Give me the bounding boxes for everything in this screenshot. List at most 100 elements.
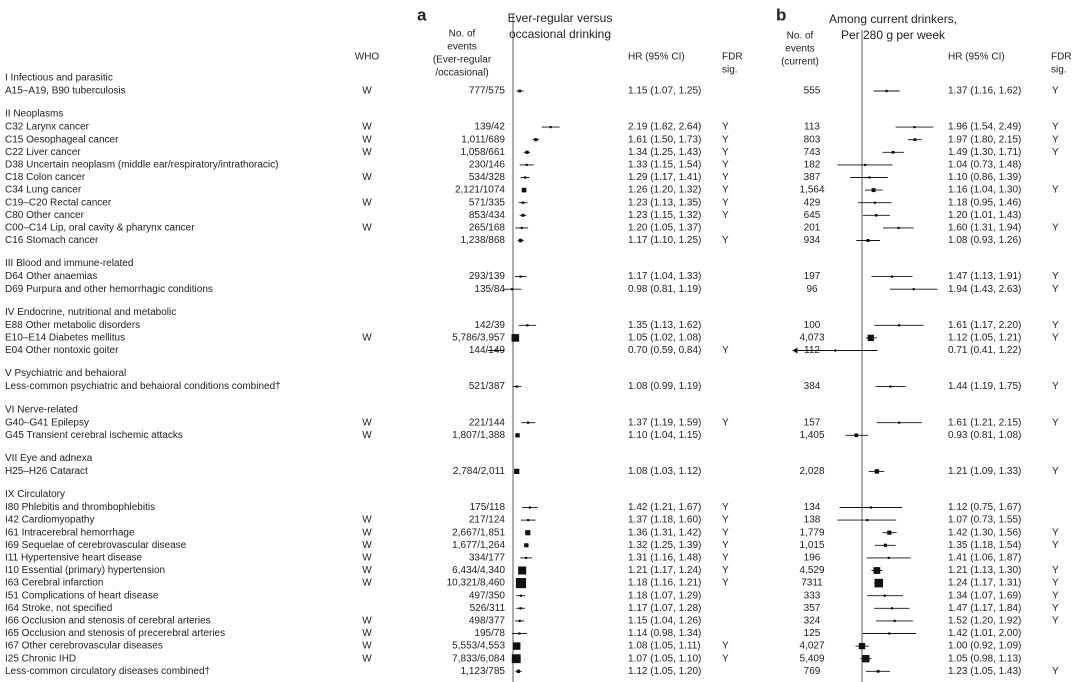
event-count: 387 — [804, 172, 821, 183]
hr-ci: 1.16 (1.04, 1.30) — [948, 185, 1021, 196]
who-flag: W — [362, 565, 372, 576]
hr-marker — [519, 607, 522, 610]
hr-marker — [862, 655, 870, 663]
event-count: 4,529 — [799, 565, 824, 576]
hr-marker — [873, 201, 877, 204]
hr-marker — [866, 238, 870, 243]
row-label: C15 Oesophageal cancer — [5, 134, 119, 145]
fdr-flag: Y — [1052, 381, 1059, 392]
who-flag: W — [362, 430, 372, 441]
fdr-flag: Y — [1052, 223, 1059, 234]
event-count: 324 — [804, 616, 821, 627]
hr-ci: 1.17 (1.07, 1.28) — [628, 603, 701, 614]
event-count: 134 — [804, 502, 821, 513]
row-label: I25 Chronic IHD — [5, 653, 76, 664]
hr-ci: 1.24 (1.17, 1.31) — [948, 578, 1021, 589]
row-label: C32 Larynx cancer — [5, 122, 90, 133]
row-label: C22 Liver cancer — [5, 147, 81, 158]
event-count: 5,553/4,553 — [452, 641, 505, 652]
event-count: 265/168 — [469, 223, 506, 234]
hr-ci: 1.21 (1.17, 1.24) — [628, 565, 701, 576]
hr-ci: 1.47 (1.17, 1.84) — [948, 603, 1021, 614]
fdr-flag: Y — [722, 122, 729, 133]
event-count: 743 — [804, 147, 821, 158]
group-header: II Neoplasms — [5, 109, 63, 120]
hr-marker — [521, 201, 525, 204]
hr-ci: 1.37 (1.16, 1.62) — [948, 86, 1021, 97]
hr-ci: 1.05 (1.02, 1.08) — [628, 333, 701, 344]
event-count: 2,028 — [799, 466, 824, 477]
event-count: 5,409 — [799, 653, 824, 664]
hr-ci: 1.08 (0.93, 1.26) — [948, 235, 1021, 246]
column-header: No. of — [449, 29, 476, 40]
fdr-flag: Y — [1052, 320, 1059, 331]
hr-marker — [515, 433, 520, 438]
hr-ci: 1.42 (1.01, 2.00) — [948, 628, 1021, 639]
fdr-flag: Y — [1052, 616, 1059, 627]
hr-ci: 1.15 (1.07, 1.25) — [628, 86, 701, 97]
event-count: 357 — [804, 603, 821, 614]
hr-marker — [514, 468, 520, 475]
who-flag: W — [362, 540, 372, 551]
event-count: 853/434 — [469, 210, 506, 221]
hr-marker — [890, 607, 894, 610]
hr-ci: 1.21 (1.09, 1.33) — [948, 466, 1021, 477]
hr-ci: 1.33 (1.15, 1.54) — [628, 160, 701, 171]
group-header: I Infectious and parasitic — [5, 73, 113, 84]
hr-marker — [912, 288, 915, 291]
column-header: (current) — [781, 57, 819, 68]
hr-marker — [534, 138, 538, 142]
event-count: 138 — [804, 515, 821, 526]
row-label: I67 Other cerebrovascular diseases — [5, 641, 163, 652]
fdr-flag: Y — [1052, 565, 1059, 576]
event-count: 4,027 — [799, 641, 824, 652]
fdr-flag: Y — [1052, 466, 1059, 477]
who-flag: W — [362, 223, 372, 234]
group-header: IV Endocrine, nutritional and metabolic — [5, 307, 176, 318]
row-label: G45 Transient cerebral ischemic attacks — [5, 430, 183, 441]
hr-ci: 1.32 (1.25, 1.39) — [628, 540, 701, 551]
hr-ci: 1.10 (1.04, 1.15) — [628, 430, 701, 441]
hr-ci: 1.10 (0.86, 1.39) — [948, 172, 1021, 183]
hr-ci: 0.70 (0.59, 0.84) — [628, 345, 701, 356]
fdr-flag: Y — [722, 540, 729, 551]
fdr-flag: Y — [1052, 417, 1059, 428]
hr-marker — [876, 669, 880, 673]
event-count: 196 — [804, 553, 821, 564]
hr-marker — [867, 334, 875, 342]
panel-letter: a — [417, 5, 427, 24]
fdr-flag: Y — [1052, 666, 1059, 677]
hr-marker — [527, 421, 530, 424]
event-count: 521/387 — [469, 381, 506, 392]
event-count: 113 — [804, 122, 820, 133]
event-count: 1,677/1,264 — [452, 540, 505, 551]
hr-ci: 1.42 (1.30, 1.56) — [948, 527, 1021, 538]
hr-marker — [858, 642, 866, 650]
who-flag: W — [362, 134, 372, 145]
hr-ci: 1.20 (1.01, 1.43) — [948, 210, 1021, 221]
who-flag: W — [362, 417, 372, 428]
event-count: 1,564 — [799, 185, 824, 196]
row-label: I42 Cardiomyopathy — [5, 515, 95, 526]
fdr-flag: Y — [722, 578, 729, 589]
hr-ci: 1.08 (1.05, 1.11) — [628, 641, 701, 652]
hr-ci: 1.15 (1.04, 1.26) — [628, 616, 701, 627]
event-count: 100 — [804, 320, 821, 331]
row-label: I51 Complications of heart disease — [5, 590, 159, 601]
fdr-flag: Y — [722, 565, 729, 576]
event-count: 293/139 — [469, 271, 506, 282]
hr-ci: 1.35 (1.18, 1.54) — [948, 540, 1021, 551]
event-count: 144/149 — [469, 345, 506, 356]
fdr-flag: Y — [1052, 185, 1059, 196]
event-count: 1,123/785 — [461, 666, 506, 677]
hr-ci: 1.14 (0.98, 1.34) — [628, 628, 701, 639]
hr-ci: 1.49 (1.30, 1.71) — [948, 147, 1021, 158]
hr-marker — [898, 324, 901, 327]
hr-marker — [871, 188, 876, 193]
who-flag: W — [362, 641, 372, 652]
row-label: C18 Colon cancer — [5, 172, 86, 183]
hr-ci: 1.07 (0.73, 1.55) — [948, 515, 1021, 526]
hr-ci: 1.23 (1.13, 1.35) — [628, 197, 701, 208]
hr-marker — [893, 619, 896, 622]
event-count: 7311 — [801, 578, 823, 589]
